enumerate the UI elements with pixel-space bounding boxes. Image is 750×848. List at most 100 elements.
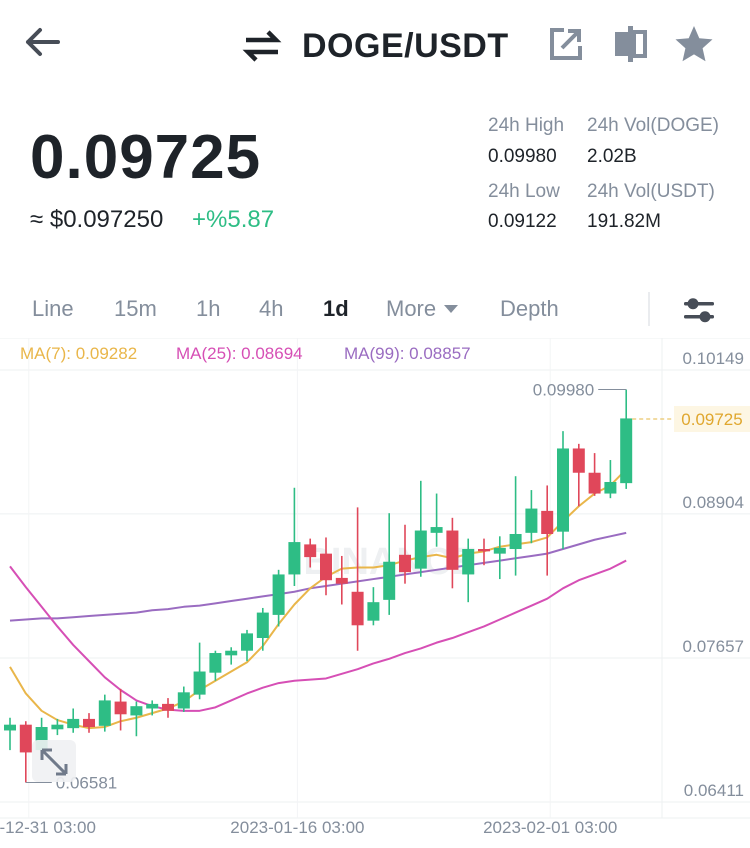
x-tick-label: 2023-01-16 03:00 [230, 818, 364, 837]
top-bar: DOGE/USDT [0, 0, 750, 90]
max-price-label: 0.09980 [533, 381, 594, 400]
ma7-line [9, 468, 627, 730]
stat-vol-base-value: 2.02B [587, 146, 637, 167]
candle [335, 555, 348, 605]
candle [67, 708, 80, 733]
candle [304, 538, 317, 568]
candle-body [335, 577, 348, 584]
candle [241, 629, 253, 662]
candle-body [225, 650, 238, 656]
candle [478, 538, 490, 566]
candle-body [67, 718, 80, 729]
candle [367, 587, 380, 626]
ticker-stats: 24h High 0.09980 24h Low 0.09122 24h Vol… [488, 115, 748, 235]
candle [525, 490, 538, 544]
tab-more[interactable]: More [386, 296, 459, 322]
candle [51, 718, 64, 736]
candle-body [462, 549, 475, 575]
candle [557, 431, 569, 550]
candle [130, 701, 143, 737]
ma7-legend: MA(7): 0.09282 [20, 344, 138, 363]
candle [351, 507, 364, 651]
candle-body [130, 706, 143, 716]
candle [272, 569, 285, 627]
candle-body [493, 547, 506, 554]
candle [462, 538, 475, 603]
swap-icon [242, 30, 282, 62]
tab-1d[interactable]: 1d [323, 296, 349, 321]
candle-body [430, 527, 443, 533]
candle-body [193, 671, 206, 695]
interval-tabs: Line 15m 1h 4h 1d More Depth [0, 288, 750, 332]
candle-body [399, 554, 411, 573]
y-tick-label: 0.07657 [683, 637, 744, 656]
tab-15m[interactable]: 15m [114, 296, 157, 321]
candle [493, 536, 506, 580]
y-tick-label: 0.08904 [683, 493, 744, 512]
stat-low-label: 24h Low [488, 181, 560, 202]
last-price: 0.09725 [30, 123, 262, 192]
candle-body [478, 549, 490, 552]
candle [383, 513, 396, 615]
stat-low-value: 0.09122 [488, 211, 557, 232]
stat-vol-quote-value: 191.82M [587, 211, 661, 232]
candle-body [414, 530, 427, 569]
candle-body [509, 533, 522, 550]
candle [4, 717, 16, 751]
candle-body [114, 701, 127, 715]
candle-body [51, 724, 64, 730]
tab-line[interactable]: Line [32, 296, 74, 321]
candle-body [98, 700, 111, 726]
tab-4h[interactable]: 4h [259, 296, 284, 321]
candle [114, 688, 127, 731]
candle-body [604, 481, 617, 494]
candle [146, 700, 159, 716]
candle-body [572, 448, 585, 473]
candle [98, 694, 111, 732]
change-percent: +%5.87 [192, 206, 275, 233]
candle [430, 493, 443, 547]
candle [83, 713, 95, 733]
candle [414, 480, 427, 577]
expand-chart-icon[interactable] [32, 740, 76, 782]
candle-body [367, 602, 380, 621]
tab-1h[interactable]: 1h [196, 296, 221, 321]
candle [320, 537, 332, 596]
ma99-legend: MA(99): 0.08857 [344, 344, 471, 363]
candle [256, 607, 269, 651]
candle [177, 686, 190, 712]
candle-body [304, 544, 317, 558]
candle-body [525, 508, 538, 533]
candle [509, 476, 522, 576]
candle [209, 650, 222, 681]
candle [541, 485, 554, 576]
y-tick-label: 0.06411 [684, 781, 744, 800]
candle-body [588, 472, 601, 494]
candle [162, 698, 174, 718]
candle [19, 721, 32, 783]
candle-body [272, 574, 285, 615]
candle-body [541, 510, 554, 534]
pair-selector[interactable]: DOGE/USDT [242, 24, 509, 68]
x-tick-label: 2023-02-01 03:00 [483, 818, 617, 837]
candle [193, 642, 206, 700]
candle-body [19, 724, 32, 753]
candle [288, 487, 301, 586]
chart-settings-icon[interactable] [682, 294, 716, 326]
tab-depth[interactable]: Depth [500, 296, 559, 321]
candle-body [557, 448, 569, 532]
stat-high-label: 24h High [488, 115, 565, 136]
candle [620, 389, 633, 489]
star-icon[interactable] [674, 24, 714, 64]
external-link-icon[interactable] [548, 26, 584, 62]
candle-body [288, 542, 301, 575]
split-view-icon[interactable] [612, 24, 648, 64]
pair-title: DOGE/USDT [302, 26, 509, 65]
candle [399, 524, 411, 584]
candle [572, 443, 585, 507]
candle-body [4, 724, 16, 731]
candle-body [83, 718, 95, 727]
back-arrow-icon[interactable] [20, 24, 64, 60]
candle-body [620, 418, 633, 484]
